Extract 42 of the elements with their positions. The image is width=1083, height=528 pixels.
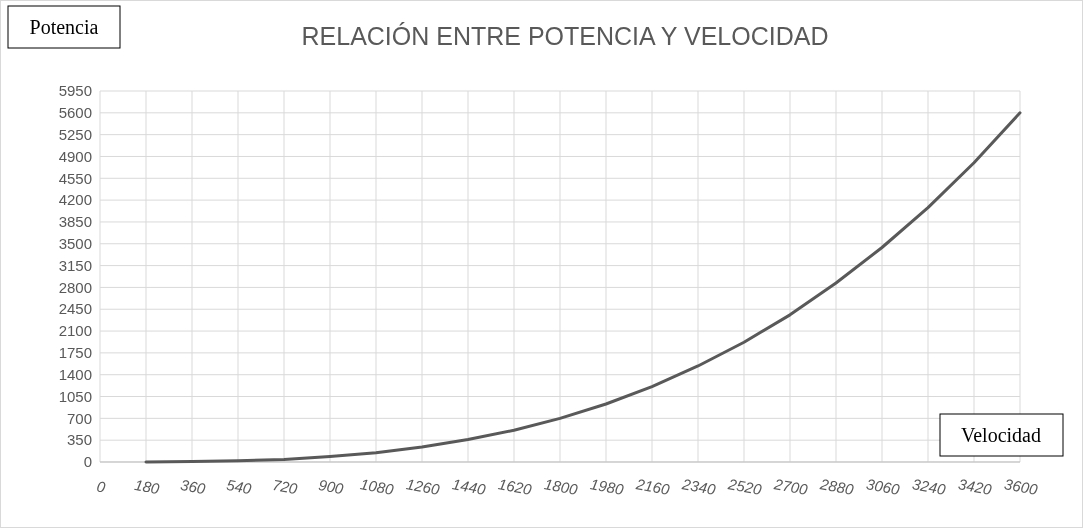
y-tick-label: 1400 [58, 365, 92, 383]
y-tick-label: 4200 [58, 191, 92, 209]
y-tick-label: 5250 [58, 125, 92, 143]
x-tick-label: 1980 [589, 475, 626, 498]
x-tick-label: 900 [317, 476, 346, 498]
x-tick-label: 3060 [865, 475, 902, 498]
y-tick-label: 350 [66, 431, 92, 449]
x-tick-label: 2880 [818, 475, 856, 498]
x-tick-label: 3600 [1003, 475, 1040, 498]
chart-title: RELACIÓN ENTRE POTENCIA Y VELOCIDAD [301, 22, 829, 50]
y-tick-label: 4550 [58, 169, 92, 187]
x-tick-label: 360 [179, 476, 208, 498]
x-tick-label: 3240 [911, 475, 948, 498]
x-tick-label: 720 [271, 476, 300, 498]
y-axis-title: Potencia [29, 16, 99, 38]
x-tick-label: 0 [95, 477, 108, 496]
x-tick-label: 1800 [543, 475, 580, 498]
x-tick-label: 2520 [726, 475, 764, 498]
y-tick-label: 3150 [58, 256, 92, 274]
y-tick-label: 3850 [58, 213, 92, 231]
y-tick-label: 2800 [58, 278, 92, 296]
x-tick-label: 1620 [497, 475, 534, 498]
y-tick-label: 3500 [58, 235, 92, 253]
y-tick-label: 1050 [58, 387, 92, 405]
x-tick-label: 3420 [957, 475, 994, 498]
y-tick-label: 2100 [58, 322, 92, 340]
x-tick-label: 1440 [451, 475, 488, 498]
y-tick-label: 5950 [58, 82, 92, 100]
y-tick-label: 700 [66, 409, 92, 427]
x-tick-label: 1080 [359, 475, 396, 498]
x-tick-label: 1260 [405, 475, 442, 498]
x-tick-label: 540 [225, 476, 254, 498]
y-tick-label: 2450 [58, 300, 92, 318]
x-tick-label: 180 [133, 476, 162, 498]
y-tick-label: 0 [83, 453, 92, 471]
x-axis-title: Velocidad [961, 424, 1041, 446]
x-tick-label: 2340 [680, 475, 718, 498]
x-tick-label: 2700 [772, 475, 810, 498]
y-tick-label: 1750 [58, 344, 92, 362]
x-tick-label: 2160 [634, 475, 672, 498]
y-tick-label: 5600 [58, 104, 92, 122]
y-tick-label: 4900 [58, 147, 92, 165]
